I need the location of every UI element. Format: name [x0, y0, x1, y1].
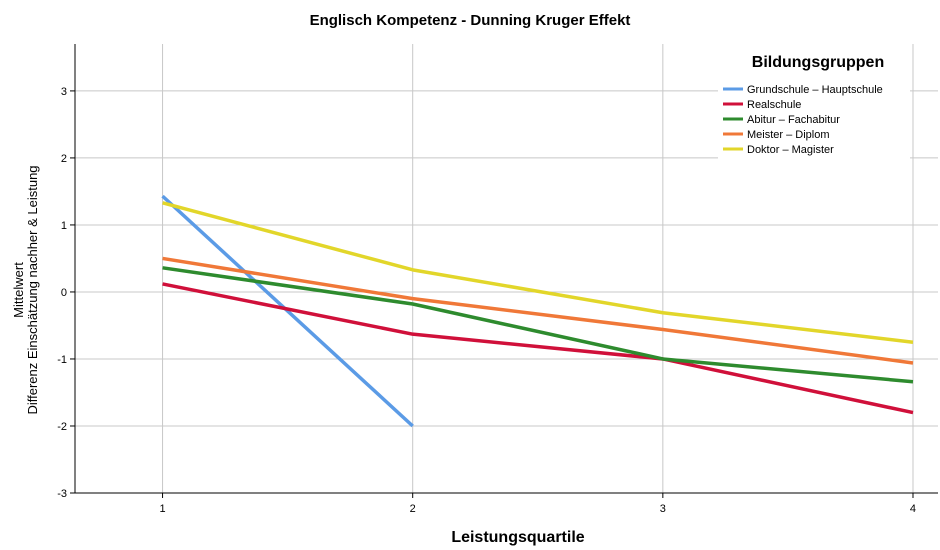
series-line — [163, 196, 413, 426]
legend: Bildungsgruppen Grundschule – Hauptschul… — [718, 44, 910, 166]
y-axis-label-line-1: Mittelwert — [11, 262, 26, 318]
chart-title: Englisch Kompetenz - Dunning Kruger Effe… — [310, 12, 631, 29]
legend-label: Realschule — [747, 99, 801, 111]
legend-label: Doktor – Magister — [747, 144, 834, 156]
legend-label: Grundschule – Hauptschule — [747, 84, 883, 96]
x-tick-labels: 1 2 3 4 — [159, 493, 916, 515]
y-axis-label: Mittelwert Differenz Einschätzung nachhe… — [11, 165, 40, 414]
y-tick-label: -2 — [57, 421, 67, 433]
y-tick-labels: -3 -2 -1 0 1 2 3 — [57, 86, 75, 500]
x-tick-label: 4 — [910, 503, 916, 515]
y-tick-label: -3 — [57, 488, 67, 500]
legend-label: Abitur – Fachabitur — [747, 114, 840, 126]
series-lines — [163, 196, 913, 426]
series-line — [163, 203, 913, 342]
legend-title: Bildungsgruppen — [752, 54, 884, 71]
y-tick-label: 3 — [61, 86, 67, 98]
x-tick-label: 2 — [410, 503, 416, 515]
x-tick-label: 3 — [660, 503, 666, 515]
y-tick-label: -1 — [57, 354, 67, 366]
series-line — [163, 268, 913, 382]
x-tick-label: 1 — [159, 503, 165, 515]
legend-label: Meister – Diplom — [747, 129, 830, 141]
y-tick-label: 1 — [61, 220, 67, 232]
y-tick-label: 0 — [61, 287, 67, 299]
y-axis-label-line-2: Differenz Einschätzung nachher & Leistun… — [25, 165, 40, 414]
x-axis-label: Leistungsquartile — [451, 529, 584, 546]
y-tick-label: 2 — [61, 153, 67, 165]
